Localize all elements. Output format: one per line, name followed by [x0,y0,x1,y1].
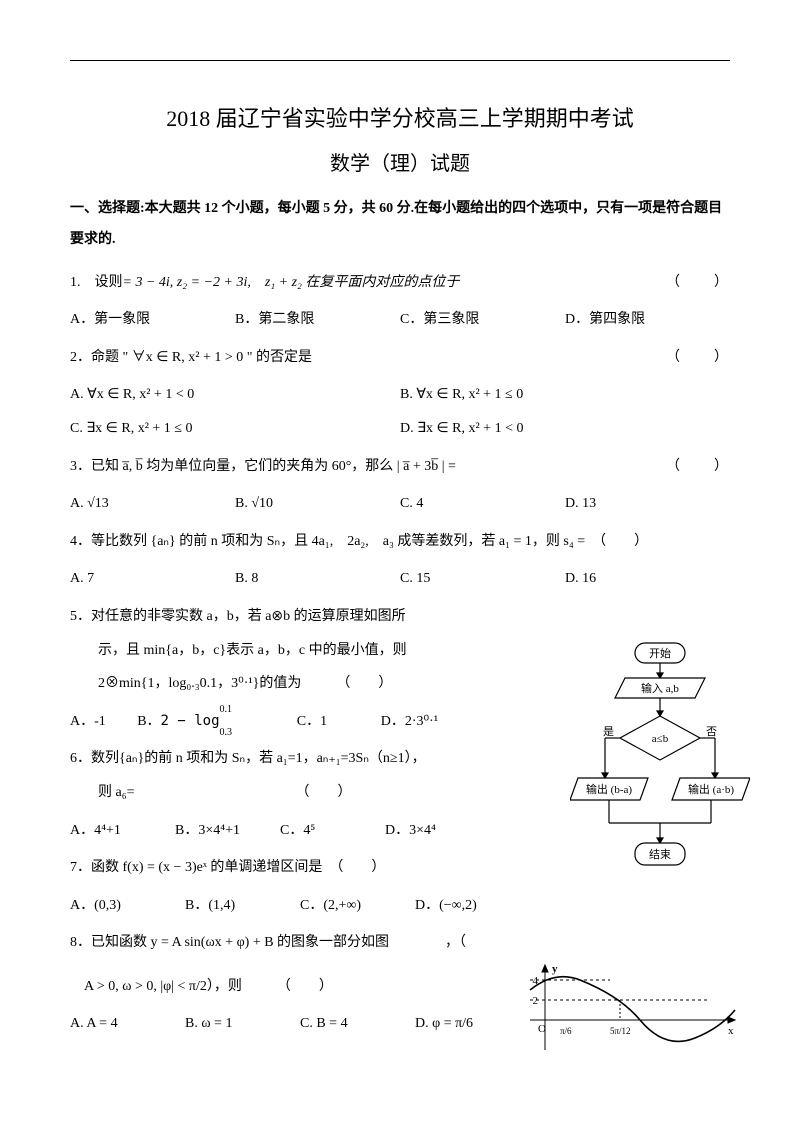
q2-options: A. ∀x ∈ R, x² + 1 < 0 B. ∀x ∈ R, x² + 1 … [70,378,730,445]
fc-input: 输入 a,b [641,681,679,695]
q5-opt-b: B．2 − log0.1 0.3 [137,705,297,739]
sine-y4: 4 [533,975,539,987]
q6-options: A．4⁴+1 B．3×4⁴+1 C．4⁵ D．3×4⁴ [70,814,490,848]
q4-stem: 4．等比数列 {aₙ} 的前 n 项和为 Sₙ，且 4a₁, 2a₂, a₃ 成… [70,534,648,549]
q6-opt-c: C．4⁵ [280,814,385,848]
q4-opt-d: D. 16 [565,562,730,596]
q7-opt-a: A．(0,3) [70,889,185,923]
q5-b-pre: B． [137,714,160,729]
q8-opt-a: A. A = 4 [70,1007,185,1041]
q3-opt-d: D. 13 [565,487,730,521]
question-3: 3．已知 a̅, b̅ 均为单位向量，它们的夹角为 60°，那么 | a̅ + … [70,450,730,484]
section-1-head: 一、选择题:本大题共 12 个小题，每小题 5 分，共 60 分.在每小题给出的… [70,194,730,256]
q5-opt-a: A．-1 [70,705,137,739]
fc-start: 开始 [649,646,671,660]
q1-options: A．第一象限 B．第二象限 C．第三象限 D．第四象限 [70,303,730,337]
q2-opt-d: D. ∃x ∈ R, x² + 1 < 0 [400,412,730,446]
q1-stem-math: = 3 − 4i, z₂ = −2 + 3i, z₁ + z₂ 在复平面内对应的… [123,275,460,290]
q2-stem: 2．命题 " ∀x ∈ R, x² + 1 > 0 " 的否定是 [70,350,312,365]
q1-opt-b: B．第二象限 [235,303,400,337]
fc-end: 结束 [649,848,671,861]
question-2: 2．命题 " ∀x ∈ R, x² + 1 > 0 " 的否定是 （ ） [70,341,730,375]
q6-opt-b: B．3×4⁴+1 [175,814,280,848]
q2-opt-b: B. ∀x ∈ R, x² + 1 ≤ 0 [400,378,730,412]
q8-line1: 8．已知函数 y = A sin(ωx + φ) + B 的图象一部分如图 ，（ [70,926,550,960]
q3-opt-a: A. √13 [70,487,235,521]
q4-opt-c: C. 15 [400,562,565,596]
title-main: 2018 届辽宁省实验中学分校高三上学期期中考试 [70,101,730,133]
sine-xlabel: x [728,1025,734,1037]
q1-stem-pre: 1. 设则 [70,275,123,290]
sine-ylabel: y [552,963,558,975]
q5-line3: 2⊗min{1，log₀.₃0.1，3⁰·¹}的值为 （ ） [70,667,490,701]
q2-opt-c: C. ∃x ∈ R, x² + 1 ≤ 0 [70,412,400,446]
q8-opt-c: C. B = 4 [300,1007,415,1041]
fc-out1: 输出 (b-a) [586,782,632,796]
q7-options: A．(0,3) B．(1,4) C．(2,+∞) D．(−∞,2) [70,889,530,923]
sine-x2: 5π/12 [610,1026,631,1036]
q8-opt-b: B. ω = 1 [185,1007,300,1041]
flowchart-figure: 开始 输入 a,b a≤b 是 否 输出 (b-a) [570,638,750,898]
exam-page: 2018 届辽宁省实验中学分校高三上学期期中考试 数学（理）试题 一、选择题:本… [0,0,800,1081]
q3-blank: （ ） [666,450,730,484]
top-rule [70,60,730,61]
q2-opt-a: A. ∀x ∈ R, x² + 1 < 0 [70,378,400,412]
q3-opt-b: B. √10 [235,487,400,521]
question-4: 4．等比数列 {aₙ} 的前 n 项和为 Sₙ，且 4a₁, 2a₂, a₃ 成… [70,525,730,559]
q1-opt-c: C．第三象限 [400,303,565,337]
sine-origin: O [538,1023,546,1035]
q5-line2: 示，且 min{a，b，c}表示 a，b，c 中的最小值，则 [70,634,490,668]
q5-opt-d: D．2·3⁰·¹ [381,705,490,739]
q8-line2: A > 0, ω > 0, |φ| < π/2），则 （ ） [70,970,550,1004]
q6-line2: 则 a₆= （ ） [70,776,490,810]
q3-opt-c: C. 4 [400,487,565,521]
q7-opt-c: C．(2,+∞) [300,889,415,923]
question-1: 1. 设则= 3 − 4i, z₂ = −2 + 3i, z₁ + z₂ 在复平… [70,266,730,300]
q4-opt-a: A. 7 [70,562,235,596]
q1-opt-d: D．第四象限 [565,303,730,337]
q1-opt-a: A．第一象限 [70,303,235,337]
q8-options: A. A = 4 B. ω = 1 C. B = 4 D. φ = π/6 [70,1007,530,1041]
q1-blank: （ ） [666,266,730,300]
q6-opt-d: D．3×4⁴ [385,814,490,848]
title-sub: 数学（理）试题 [70,147,730,176]
question-6: 6．数列{aₙ}的前 n 项和为 Sₙ，若 a₁=1，aₙ₊₁=3Sₙ（n≥1）… [70,742,490,809]
q5-options: A．-1 B．2 − log0.1 0.3 C．1 D．2·3⁰·¹ [70,705,490,739]
q7-opt-b: B．(1,4) [185,889,300,923]
q6-opt-a: A．4⁴+1 [70,814,175,848]
q5-opt-c: C．1 [297,705,381,739]
q5-b-sub: 0.3 [220,727,233,738]
q5-b-math: 2 − log [161,713,220,729]
fc-cond: a≤b [652,733,669,745]
q4-options: A. 7 B. 8 C. 15 D. 16 [70,562,730,596]
sine-figure: 4 2 O π/6 5π/12 x y [510,960,740,1060]
q3-options: A. √13 B. √10 C. 4 D. 13 [70,487,730,521]
q4-opt-b: B. 8 [235,562,400,596]
sine-x1: π/6 [560,1026,572,1036]
question-5: 5．对任意的非零实数 a，b，若 a⊗b 的运算原理如图所 示，且 min{a，… [70,600,490,701]
q7-stem: 7．函数 f(x) = (x − 3)eˣ 的单调递增区间是 （ ） [70,860,385,875]
q5-b-sup: 0.1 [220,704,233,715]
fc-out2: 输出 (a·b) [688,782,734,796]
q6-line1: 6．数列{aₙ}的前 n 项和为 Sₙ，若 a₁=1，aₙ₊₁=3Sₙ（n≥1）… [70,742,490,776]
fc-yes: 是 [603,725,614,738]
q2-blank: （ ） [666,341,730,375]
q5-line1: 5．对任意的非零实数 a，b，若 a⊗b 的运算原理如图所 [70,600,490,634]
question-8: 8．已知函数 y = A sin(ωx + φ) + B 的图象一部分如图 ，（… [70,926,550,1003]
sine-y2: 2 [533,995,539,1007]
fc-no: 否 [706,726,717,738]
q3-stem: 3．已知 a̅, b̅ 均为单位向量，它们的夹角为 60°，那么 | a̅ + … [70,459,456,474]
q7-opt-d: D．(−∞,2) [415,889,530,923]
